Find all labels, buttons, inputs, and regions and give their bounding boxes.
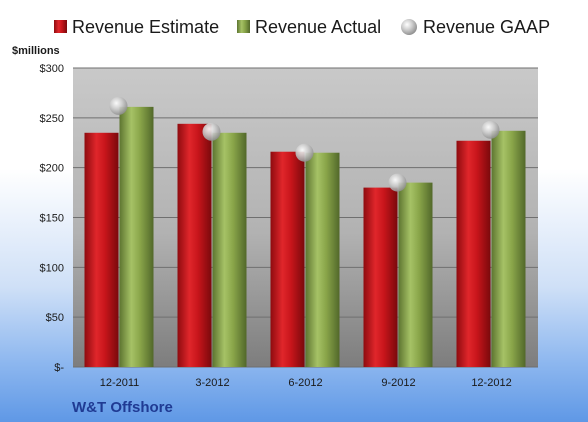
legend-swatch-gaap [401,19,417,35]
bar-revenue-actual [491,130,526,367]
marker-revenue-gaap [295,143,314,162]
bar-revenue-estimate [177,123,212,368]
legend: Revenue Estimate Revenue Actual Revenue … [54,17,550,37]
y-tick-label: $200 [40,163,64,175]
x-tick-label: 3-2012 [195,377,229,389]
bar-revenue-actual [119,106,154,368]
y-axis: $- $50 $100 $150 $200 $250 $300 [40,63,65,374]
legend-label-gaap: Revenue GAAP [423,17,550,37]
x-tick-label: 6-2012 [288,377,322,389]
bar-revenue-actual [398,182,433,367]
y-axis-unit-label: $millions [12,45,60,57]
x-tick-label: 9-2012 [381,377,415,389]
legend-swatch-actual [237,20,250,33]
y-tick-label: $250 [40,113,64,125]
gaap-markers [109,96,500,192]
legend-label-estimate: Revenue Estimate [72,17,219,37]
x-tick-label: 12-2011 [100,377,140,389]
bar-revenue-estimate [363,187,398,367]
legend-label-actual: Revenue Actual [255,17,381,37]
y-tick-label: $100 [40,262,64,274]
y-tick-label: $- [54,362,64,374]
bar-revenue-estimate [84,132,119,367]
bar-revenue-estimate [270,151,305,367]
marker-revenue-gaap [202,122,221,141]
bar-revenue-estimate [456,140,491,367]
legend-swatch-estimate [54,20,67,33]
y-tick-label: $50 [46,312,64,324]
marker-revenue-gaap [109,96,128,115]
y-tick-label: $150 [40,213,64,225]
bars [84,106,526,368]
x-axis: 12-2011 3-2012 6-2012 9-2012 12-2012 [100,377,512,389]
marker-revenue-gaap [388,173,407,192]
company-name: W&T Offshore [72,399,173,416]
y-tick-label: $300 [40,63,64,75]
x-tick-label: 12-2012 [471,377,511,389]
marker-revenue-gaap [481,120,500,139]
bar-revenue-actual [212,132,247,367]
bar-revenue-actual [305,152,340,367]
